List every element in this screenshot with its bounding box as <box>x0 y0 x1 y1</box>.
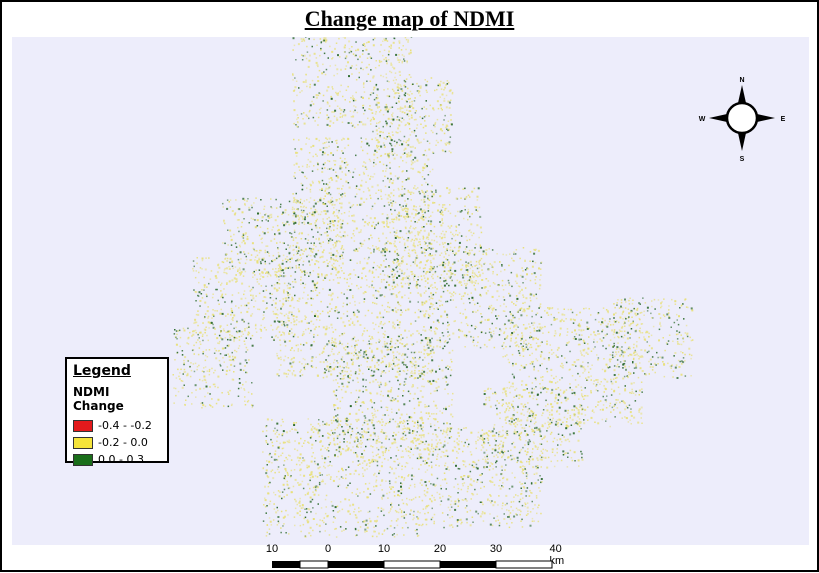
legend-swatch-green <box>73 454 93 466</box>
legend-swatch-yellow <box>73 437 93 449</box>
legend-label: -0.4 - -0.2 <box>98 419 152 432</box>
map-canvas[interactable] <box>12 37 809 545</box>
legend-item: 0.0 - 0.3 <box>73 451 161 468</box>
scale-bar: 10 0 10 20 30 40 km <box>257 543 587 573</box>
legend-label: 0.0 - 0.3 <box>98 453 144 466</box>
compass-s: S <box>740 156 745 162</box>
ndmi-raster <box>12 37 809 545</box>
legend-swatch-red <box>73 420 93 432</box>
map-title: Change map of NDMI <box>2 6 817 32</box>
compass-e: E <box>781 116 786 123</box>
legend-item: -0.2 - 0.0 <box>73 434 161 451</box>
legend-item: -0.4 - -0.2 <box>73 417 161 434</box>
legend-subtitle: NDMI Change <box>73 385 161 413</box>
scale-bar-graphic <box>257 543 587 573</box>
legend-label: -0.2 - 0.0 <box>98 436 148 449</box>
compass-w: W <box>699 116 706 123</box>
legend-box: Legend NDMI Change -0.4 - -0.2 -0.2 - 0.… <box>65 357 169 463</box>
compass-n: N <box>739 77 744 84</box>
north-arrow-compass-icon: N S W E <box>697 72 787 162</box>
legend-title: Legend <box>73 363 161 379</box>
